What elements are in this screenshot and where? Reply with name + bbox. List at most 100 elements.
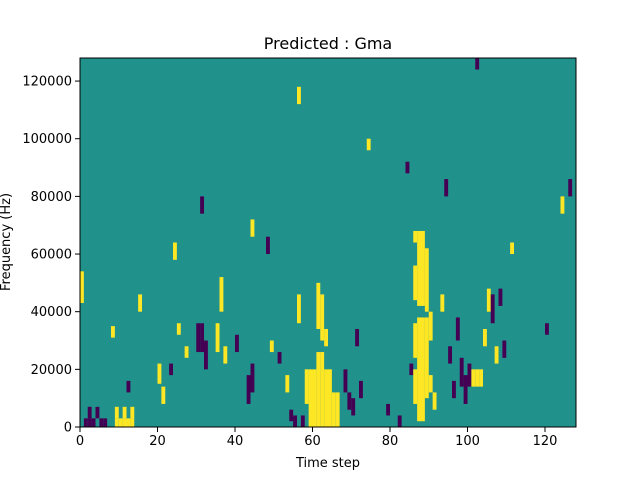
heatmap-cell [335, 392, 340, 427]
heatmap-cell [479, 369, 484, 387]
heatmap-cell [459, 357, 464, 387]
heatmap-cell [126, 418, 131, 427]
x-tick-label: 60 [304, 434, 321, 449]
heatmap-cell [328, 369, 332, 427]
heatmap-cell [300, 415, 305, 427]
heatmap-cell [200, 196, 205, 214]
y-tick-label: 80000 [31, 190, 72, 205]
heatmap-cell [269, 340, 274, 353]
heatmap-cell [320, 352, 325, 427]
x-tick-label: 80 [382, 434, 399, 449]
heatmap-cell [99, 418, 104, 427]
heatmap-cell [359, 380, 363, 399]
heatmap-cell [467, 363, 472, 387]
x-tick-label: 100 [455, 434, 480, 449]
heatmap-cell [173, 242, 177, 260]
heatmap-cell [498, 288, 503, 306]
heatmap-cell [397, 415, 402, 427]
heatmap-cell [568, 179, 573, 197]
heatmap-cell [324, 369, 329, 427]
heatmap-cell [331, 392, 336, 427]
heatmap-cell [560, 196, 565, 214]
y-axis: 0 20000 40000 60000 80000 100000 120000 [22, 75, 80, 436]
heatmap-cell [424, 248, 429, 312]
heatmap-cell [87, 406, 92, 419]
heatmap-cell [293, 415, 298, 427]
y-tick-label: 20000 [31, 363, 72, 378]
heatmap-cell [343, 369, 348, 393]
plot-frame [79, 57, 577, 428]
heatmap-cell [122, 418, 127, 427]
heatmap-cell [114, 406, 119, 419]
heatmap-cell [289, 409, 294, 422]
heatmap-cell [176, 323, 181, 335]
heatmap-cell [428, 311, 433, 341]
heatmap-cell [413, 230, 418, 243]
heatmap-cell [204, 340, 208, 370]
heatmap-cell [316, 282, 321, 329]
heatmap-cell [475, 58, 480, 70]
heatmap-cell [417, 317, 422, 422]
heatmap-cell [297, 294, 301, 324]
chart-title: Predicted : Gma [264, 34, 392, 53]
heatmap-cell [126, 380, 131, 393]
heatmap-cell [483, 328, 487, 347]
heatmap-cell [91, 418, 96, 427]
heatmap-cell [157, 363, 162, 384]
heatmap-cell [475, 369, 480, 387]
heatmap-cell [285, 375, 290, 393]
plot-background [80, 58, 576, 427]
heatmap-cell [130, 418, 135, 427]
y-tick-label: 100000 [22, 132, 72, 147]
heatmap-cell [95, 406, 100, 419]
heatmap-cell [428, 375, 433, 393]
y-tick-label: 40000 [31, 305, 72, 320]
heatmap-cell [463, 375, 468, 404]
heatmap-cell [324, 328, 329, 347]
x-tick-label: 120 [533, 434, 558, 449]
x-axis-label: Time step [295, 456, 360, 471]
y-tick-label: 60000 [31, 248, 72, 263]
heatmap-cell [386, 403, 391, 416]
x-tick-label: 40 [227, 434, 244, 449]
heatmap-cell [277, 352, 282, 364]
heatmap-cell [114, 418, 119, 427]
heatmap-cell [421, 230, 425, 306]
heatmap-cell [444, 179, 449, 197]
heatmap-cell [246, 375, 251, 404]
heatmap-cell [184, 346, 189, 358]
heatmap-cell [196, 323, 201, 353]
heatmap-cell [452, 380, 456, 399]
heatmap-cell [424, 317, 429, 399]
heatmap-cell [250, 363, 255, 393]
heatmap-cell [122, 406, 127, 419]
heatmap-cell [413, 323, 418, 358]
heatmap-cell [351, 398, 356, 416]
y-tick-label: 0 [64, 421, 72, 436]
heatmap-cell [417, 230, 422, 306]
x-tick-label: 20 [149, 434, 166, 449]
x-axis: 0 20 40 60 80 100 120 [76, 427, 558, 449]
heatmap-cell [409, 363, 414, 376]
heatmap-cell [347, 392, 352, 410]
heatmap-cell [250, 219, 255, 237]
x-tick-label: 0 [76, 434, 84, 449]
heatmap-cell [316, 352, 321, 427]
y-tick-label: 120000 [22, 75, 72, 90]
heatmap-cell [405, 161, 410, 174]
heatmap-cell [471, 369, 476, 387]
heatmap-cell [545, 323, 549, 335]
heatmap-cell [87, 418, 92, 427]
heatmap-cell [502, 340, 507, 358]
heatmap-cell [138, 294, 143, 312]
heatmap-cell [200, 323, 205, 353]
heatmap-cell [486, 288, 491, 312]
heatmap-cell [448, 346, 453, 364]
heatmap-cell [432, 392, 437, 410]
heatmap-cell [510, 242, 515, 255]
heatmap-cell [223, 346, 228, 364]
heatmap-cell [440, 294, 445, 312]
heatmap-cell [266, 236, 270, 255]
heatmap-cell [494, 346, 499, 364]
